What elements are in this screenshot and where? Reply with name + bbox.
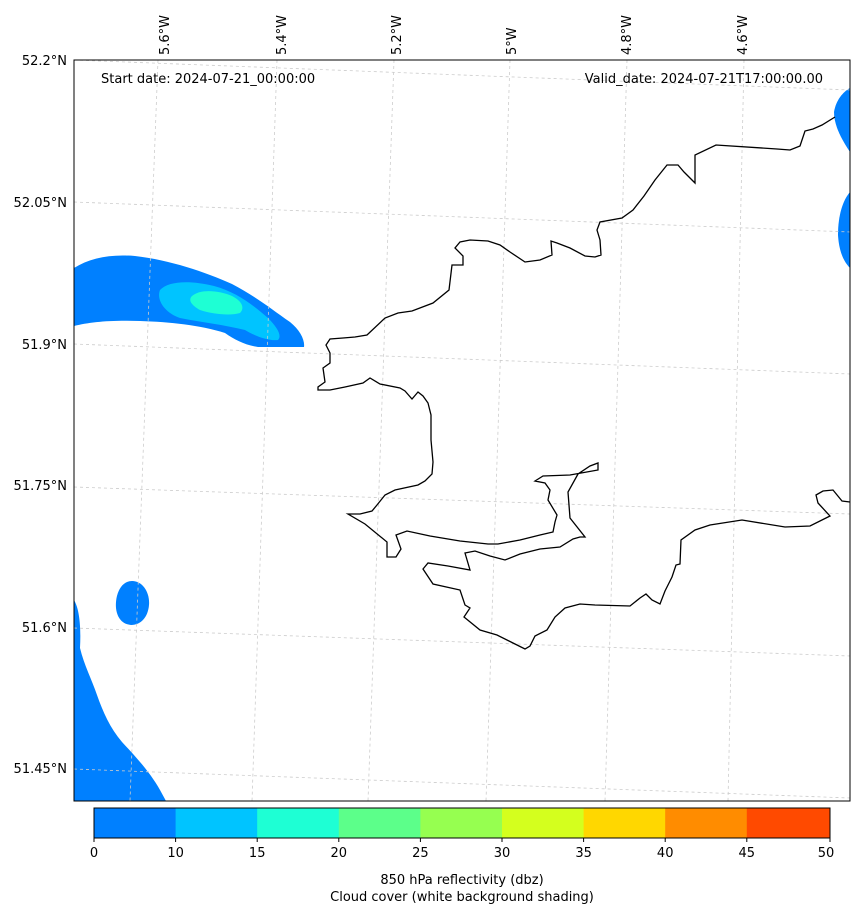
reflectivity-cell-east-lower (838, 192, 850, 268)
colorbar: 0 10 15 20 25 30 35 40 45 50 850 hPa ref… (90, 807, 835, 905)
colorbar-tick-10: 10 (167, 846, 184, 861)
colorbar-tick-0: 0 (90, 846, 98, 861)
lon-label-5-4w: 5.4°W (275, 15, 290, 55)
colorbar-frame (93, 807, 831, 839)
colorbar-segment-7 (665, 808, 748, 838)
start-date-label: Start date: 2024-07-21_00:00:00 (101, 72, 315, 87)
lon-label-4-8w: 4.8°W (620, 15, 635, 55)
colorbar-segment-3 (338, 808, 421, 838)
lon-label-5w: 5°W (505, 27, 520, 55)
coastline (317, 116, 850, 650)
gridlines (74, 60, 850, 801)
reflectivity-cell-small (115, 581, 150, 625)
colorbar-tick-50: 50 (818, 846, 835, 861)
colorbar-tick-marks (93, 838, 831, 842)
colorbar-tick-35: 35 (575, 846, 592, 861)
lon-label-5-2w: 5.2°W (390, 15, 405, 55)
map-frame (73, 59, 851, 802)
colorbar-title: 850 hPa reflectivity (dbz) (380, 873, 543, 888)
coastline-main (317, 116, 850, 650)
colorbar-segment-4 (420, 808, 503, 838)
lat-label-52-05n: 52.05°N (14, 196, 67, 211)
colorbar-segment-8 (746, 808, 830, 838)
colorbar-tick-15: 15 (249, 846, 266, 861)
colorbar-subtitle: Cloud cover (white background shading) (330, 890, 594, 905)
colorbar-tick-20: 20 (331, 846, 348, 861)
colorbar-segment-1 (175, 808, 258, 838)
colorbar-segment-6 (583, 808, 666, 838)
lat-label-51-6n: 51.6°N (22, 621, 67, 636)
reflectivity-cell-east-upper (834, 88, 850, 152)
reflectivity-cell-west-peak (190, 291, 243, 315)
lat-label-51-75n: 51.75°N (14, 479, 67, 494)
lat-label-51-45n: 51.45°N (14, 762, 67, 777)
colorbar-segment-2 (257, 808, 340, 838)
lon-label-4-6w: 4.6°W (736, 15, 751, 55)
colorbar-tick-45: 45 (739, 846, 756, 861)
colorbar-tick-30: 30 (494, 846, 511, 861)
lon-label-5-6w: 5.6°W (158, 15, 173, 55)
colorbar-tick-40: 40 (657, 846, 674, 861)
reflectivity-cell-southwest (74, 600, 166, 801)
valid-date-label: Valid_date: 2024-07-21T17:00:00.00 (585, 72, 823, 87)
lat-label-51-9n: 51.9°N (22, 338, 67, 353)
colorbar-segment-0 (94, 808, 176, 838)
reflectivity-layer (74, 88, 850, 801)
colorbar-segment-5 (502, 808, 584, 838)
colorbar-tick-25: 25 (412, 846, 429, 861)
lat-label-52-2n: 52.2°N (22, 54, 67, 69)
